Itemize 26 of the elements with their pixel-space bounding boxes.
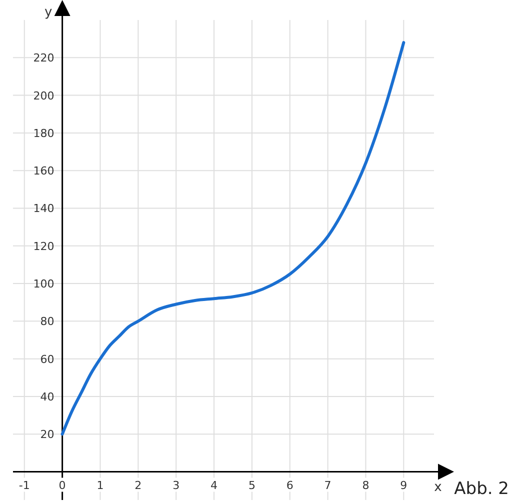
y-tick-label: 220 <box>33 52 54 65</box>
x-tick-label: 2 <box>134 478 142 492</box>
y-axis-title: y <box>44 5 52 20</box>
y-tick-label: 20 <box>40 428 54 442</box>
x-tick-label: 4 <box>210 478 218 492</box>
x-tick-label: 6 <box>286 478 294 492</box>
y-tick-label: 160 <box>33 164 54 178</box>
x-tick-label: 1 <box>96 478 104 492</box>
y-tick-label: 180 <box>33 126 54 140</box>
y-tick-label: 120 <box>33 240 54 253</box>
x-tick-label: 7 <box>324 478 332 492</box>
line-series <box>60 41 406 436</box>
y-tick-label: 80 <box>40 315 54 328</box>
y-tick-label: 200 <box>33 89 54 102</box>
x-tick-label: 5 <box>248 478 256 492</box>
y-tick-label: 40 <box>40 390 54 404</box>
x-tick-label: 8 <box>362 478 370 492</box>
x-tick-label: 3 <box>172 478 180 492</box>
x-tick-label: -1 <box>18 478 30 492</box>
caption: Abb. 2 <box>454 478 509 499</box>
y-tick-label: 60 <box>40 352 54 366</box>
y-tick-label: 100 <box>33 278 54 291</box>
y-tick-label: 140 <box>33 202 54 216</box>
x-tick-label: 9 <box>400 478 408 492</box>
x-axis-title: x <box>434 480 442 495</box>
x-tick-label: 0 <box>58 478 66 492</box>
